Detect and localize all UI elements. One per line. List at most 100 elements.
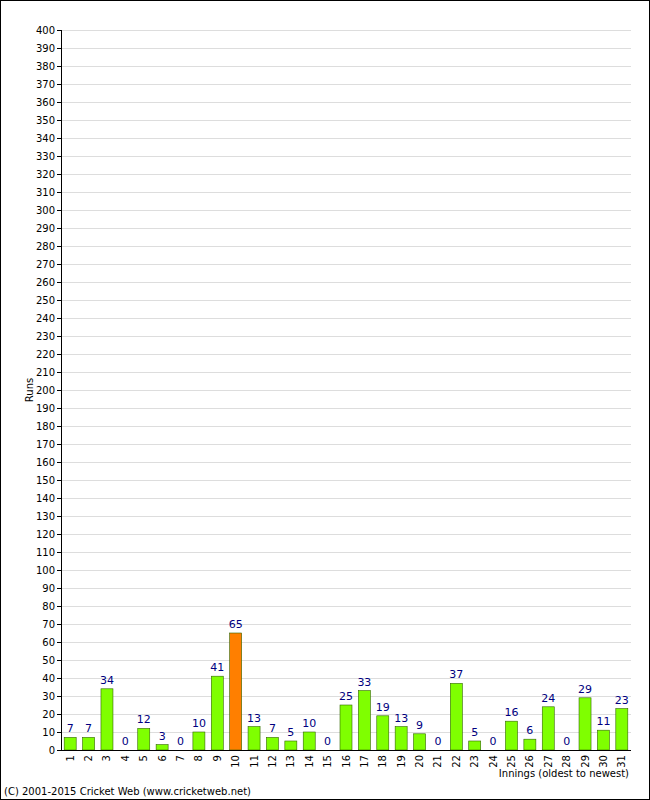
data-label: 16 <box>504 706 518 719</box>
x-tick-label: 5 <box>138 755 149 761</box>
y-tick-label: 90 <box>42 583 55 594</box>
y-tick-label: 20 <box>42 709 55 720</box>
y-tick-label: 40 <box>42 673 55 684</box>
y-tick <box>57 228 61 229</box>
y-tick-label: 50 <box>42 655 55 666</box>
data-label: 23 <box>615 694 629 707</box>
bar <box>303 732 315 750</box>
y-tick-label: 220 <box>36 349 55 360</box>
y-tick <box>57 318 61 319</box>
x-tick-label: 9 <box>212 755 223 761</box>
bar <box>395 727 407 750</box>
y-tick-label: 300 <box>36 205 55 216</box>
y-tick <box>57 678 61 679</box>
y-tick <box>57 570 61 571</box>
y-tick <box>57 246 61 247</box>
y-axis <box>61 30 62 750</box>
y-tick <box>57 534 61 535</box>
bar <box>340 705 352 750</box>
bar <box>266 737 278 750</box>
y-tick <box>57 48 61 49</box>
data-label: 9 <box>416 719 423 732</box>
data-label: 10 <box>192 717 206 730</box>
x-tick-label: 29 <box>580 755 591 768</box>
data-label: 0 <box>434 735 441 748</box>
bar <box>579 698 591 750</box>
x-tick-label: 15 <box>322 755 333 768</box>
y-tick-label: 70 <box>42 619 55 630</box>
data-label: 13 <box>247 712 261 725</box>
y-tick-label: 350 <box>36 115 55 126</box>
grid-line <box>61 318 631 319</box>
data-label: 13 <box>394 712 408 725</box>
x-tick-label: 10 <box>230 755 241 768</box>
grid-line <box>61 102 631 103</box>
grid-line <box>61 336 631 337</box>
bar <box>505 721 517 750</box>
y-tick <box>57 66 61 67</box>
grid-line <box>61 390 631 391</box>
x-tick-label: 16 <box>341 755 352 768</box>
x-tick-label: 24 <box>488 755 499 768</box>
x-axis <box>61 750 631 751</box>
y-tick <box>57 30 61 31</box>
bar <box>450 683 462 750</box>
grid-line <box>61 210 631 211</box>
data-label: 7 <box>67 722 74 735</box>
y-tick <box>57 210 61 211</box>
y-tick <box>57 750 61 751</box>
y-tick <box>57 624 61 625</box>
y-tick <box>57 498 61 499</box>
y-tick <box>57 660 61 661</box>
y-tick-label: 240 <box>36 313 55 324</box>
y-tick <box>57 408 61 409</box>
x-tick-label: 21 <box>432 755 443 768</box>
y-tick <box>57 354 61 355</box>
y-tick <box>57 444 61 445</box>
y-tick-label: 150 <box>36 475 55 486</box>
data-label: 19 <box>376 701 390 714</box>
bars <box>64 633 628 750</box>
grid-line <box>61 354 631 355</box>
grid-line <box>61 642 631 643</box>
x-axis-label: Innings (oldest to newest) <box>499 768 629 779</box>
y-tick-label: 100 <box>36 565 55 576</box>
y-tick <box>57 192 61 193</box>
bar <box>524 739 536 750</box>
y-tick-label: 110 <box>36 547 55 558</box>
bar <box>542 707 554 750</box>
grid-line <box>61 300 631 301</box>
grid-line <box>61 606 631 607</box>
copyright: (C) 2001-2015 Cricket Web (www.cricketwe… <box>4 786 251 797</box>
grid-line <box>61 264 631 265</box>
y-tick-label: 160 <box>36 457 55 468</box>
y-tick <box>57 156 61 157</box>
data-label: 29 <box>578 683 592 696</box>
bar <box>322 750 334 751</box>
grid-line <box>61 480 631 481</box>
bar <box>211 676 223 750</box>
y-tick-label: 230 <box>36 331 55 342</box>
y-tick-label: 310 <box>36 187 55 198</box>
y-tick <box>57 426 61 427</box>
bar <box>64 737 76 750</box>
data-label: 0 <box>122 735 129 748</box>
grid-line <box>61 426 631 427</box>
data-label: 3 <box>159 730 166 743</box>
y-tick-label: 210 <box>36 367 55 378</box>
grid-line <box>61 66 631 67</box>
data-label: 11 <box>596 715 610 728</box>
x-tick-label: 26 <box>524 755 535 768</box>
x-tick-label: 27 <box>543 755 554 768</box>
grid-line <box>61 372 631 373</box>
y-tick-label: 400 <box>36 25 55 36</box>
x-tick-label: 23 <box>469 755 480 768</box>
data-label: 10 <box>302 717 316 730</box>
grid-line <box>61 138 631 139</box>
y-tick-label: 80 <box>42 601 55 612</box>
bar <box>616 709 628 750</box>
x-tick-label: 20 <box>414 755 425 768</box>
y-axis-label: Runs <box>24 378 35 402</box>
y-tick <box>57 120 61 121</box>
grid-line <box>61 516 631 517</box>
